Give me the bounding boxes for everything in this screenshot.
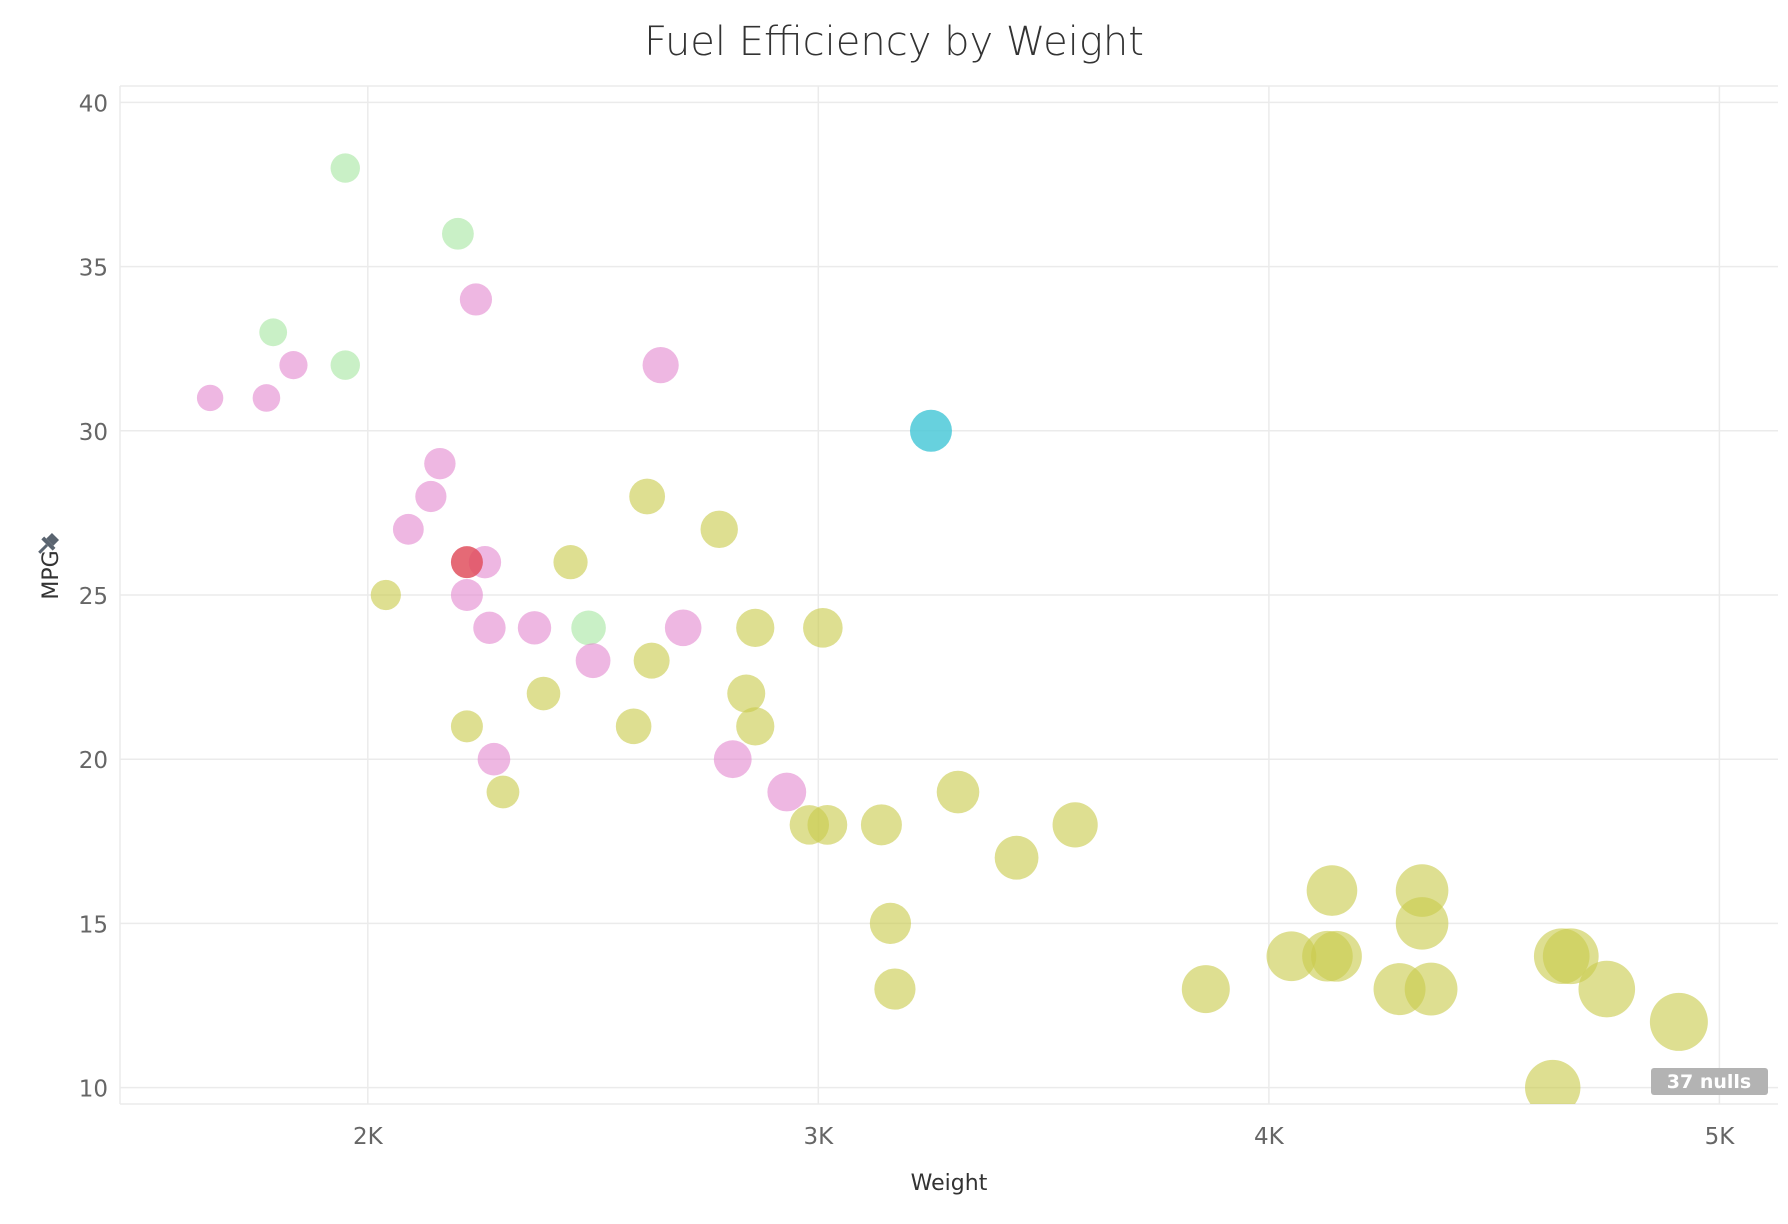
- data-point[interactable]: [459, 283, 493, 316]
- data-point[interactable]: [1306, 865, 1358, 916]
- data-point[interactable]: [1181, 965, 1230, 1014]
- data-point[interactable]: [869, 902, 912, 944]
- data-point[interactable]: [767, 772, 807, 812]
- data-point[interactable]: [575, 643, 611, 679]
- data-point[interactable]: [415, 480, 447, 513]
- data-point[interactable]: [615, 708, 652, 745]
- data-point[interactable]: [874, 968, 916, 1010]
- data-point[interactable]: [517, 611, 552, 645]
- data-point[interactable]: [450, 710, 483, 743]
- grid: [119, 85, 1778, 1105]
- y-tick-label: 20: [79, 748, 108, 774]
- data-point[interactable]: [1525, 1059, 1581, 1115]
- data-point[interactable]: [279, 351, 308, 380]
- data-point[interactable]: [803, 608, 843, 648]
- chart-title: Fuel Efficiency by Weight: [644, 19, 1144, 65]
- data-point[interactable]: [727, 674, 766, 713]
- data-point[interactable]: [1266, 931, 1317, 982]
- y-tick-label: 15: [79, 912, 108, 938]
- x-tick-label: 2K: [353, 1124, 384, 1150]
- data-point[interactable]: [633, 642, 670, 679]
- y-tick-label: 40: [79, 91, 108, 117]
- data-point[interactable]: [526, 676, 561, 711]
- data-point[interactable]: [713, 740, 752, 779]
- data-point[interactable]: [252, 384, 281, 412]
- data-point[interactable]: [642, 347, 679, 384]
- data-point[interactable]: [330, 350, 360, 380]
- data-point[interactable]: [473, 611, 506, 645]
- data-point[interactable]: [442, 217, 474, 250]
- data-point[interactable]: [486, 775, 520, 809]
- data-point[interactable]: [1395, 897, 1449, 950]
- data-point[interactable]: [1052, 802, 1098, 848]
- data-point[interactable]: [571, 610, 606, 646]
- nulls-label: 37 nulls: [1667, 1071, 1751, 1093]
- data-point[interactable]: [860, 804, 902, 846]
- data-point[interactable]: [392, 513, 424, 545]
- x-axis-title: Weight: [911, 1171, 988, 1196]
- data-point[interactable]: [664, 609, 702, 647]
- y-tick-label: 25: [79, 584, 108, 610]
- data-point[interactable]: [1404, 962, 1458, 1016]
- y-tick-label: 35: [79, 256, 108, 282]
- y-tick-label: 30: [79, 420, 108, 446]
- y-axis-ticks: 10 15 20 25 30 35 40: [79, 91, 108, 1102]
- x-tick-label: 5K: [1705, 1124, 1736, 1150]
- nulls-badge[interactable]: [1651, 1068, 1768, 1095]
- data-point[interactable]: [629, 478, 666, 515]
- data-point[interactable]: [553, 545, 588, 580]
- data-point[interactable]: [259, 318, 288, 347]
- data-point[interactable]: [807, 804, 848, 845]
- y-tick-label: 10: [79, 1077, 108, 1103]
- data-point[interactable]: [330, 153, 360, 183]
- data-point[interactable]: [909, 409, 952, 452]
- data-point[interactable]: [477, 742, 511, 776]
- pin-icon[interactable]: [34, 531, 62, 559]
- data-point[interactable]: [700, 510, 738, 549]
- x-axis-ticks: 2K 3K 4K 5K: [353, 1124, 1735, 1150]
- data-point[interactable]: [424, 447, 456, 480]
- nulls-indicator[interactable]: 37 nulls: [1651, 1068, 1768, 1095]
- data-point[interactable]: [994, 835, 1039, 880]
- y-axis-title: MPG: [39, 550, 64, 599]
- data-point[interactable]: [1578, 960, 1636, 1018]
- data-point[interactable]: [1649, 992, 1708, 1051]
- data-point[interactable]: [736, 707, 775, 746]
- x-tick-label: 4K: [1254, 1124, 1285, 1150]
- data-point[interactable]: [1311, 930, 1362, 982]
- data-point[interactable]: [450, 579, 483, 611]
- data-points: [196, 153, 1708, 1115]
- data-point[interactable]: [936, 770, 980, 814]
- data-point[interactable]: [450, 546, 483, 579]
- data-point[interactable]: [196, 384, 224, 412]
- data-point[interactable]: [736, 608, 775, 647]
- x-tick-label: 3K: [803, 1124, 834, 1150]
- data-point[interactable]: [1542, 928, 1599, 985]
- data-point[interactable]: [370, 579, 401, 611]
